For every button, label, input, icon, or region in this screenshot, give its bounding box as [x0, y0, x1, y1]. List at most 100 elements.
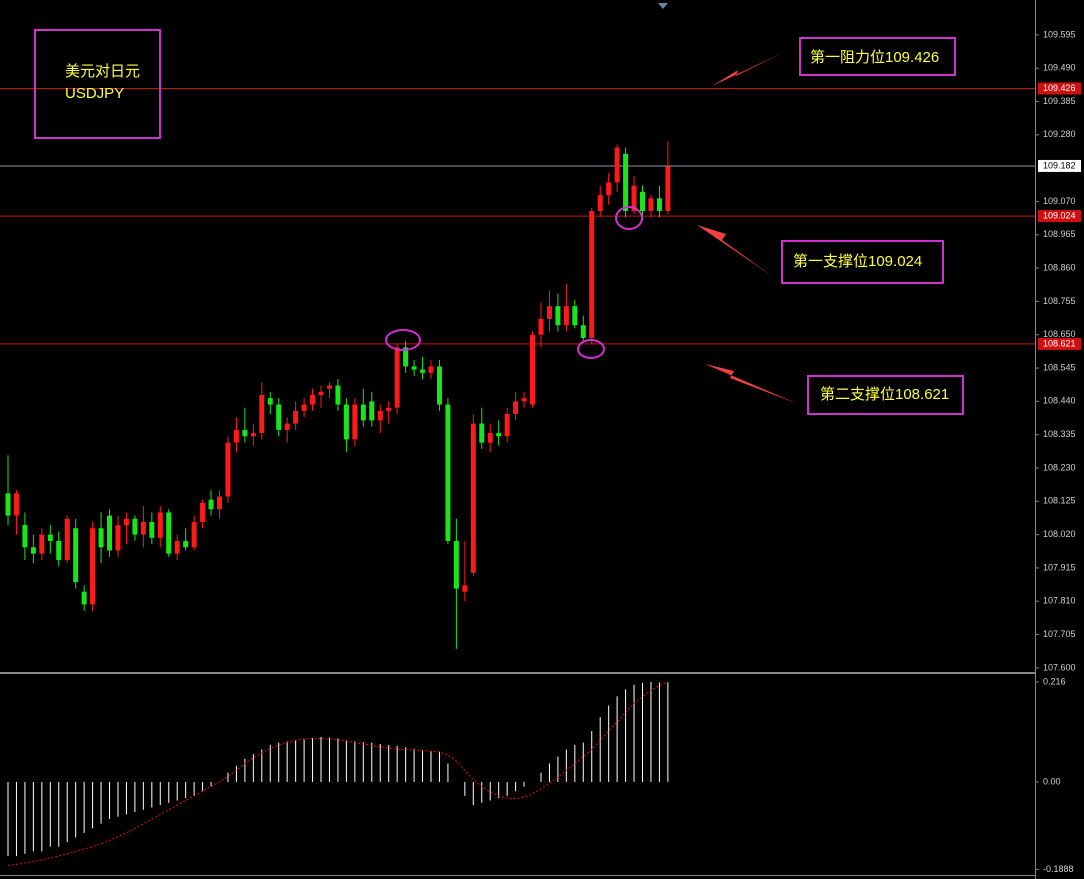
candle-body [530, 334, 536, 405]
candle-body [436, 366, 442, 405]
candle-body [107, 515, 113, 551]
candle-body [149, 521, 155, 538]
y-tick-label: 109.490 [1043, 63, 1076, 73]
candle-body [267, 398, 273, 405]
y-tick-label: 107.600 [1043, 662, 1076, 672]
y-tick-label: 108.230 [1043, 462, 1076, 472]
candle-body [233, 429, 239, 443]
candle-body [326, 385, 332, 389]
candle-body [394, 347, 400, 408]
candle-body [183, 540, 189, 548]
candle-body [445, 404, 451, 541]
level-box [1038, 82, 1081, 95]
candle-body [56, 540, 62, 560]
candle-body [318, 391, 324, 396]
y-tick-label: 107.810 [1043, 596, 1076, 606]
candle-body [90, 528, 96, 605]
candle-body [310, 395, 316, 405]
candle-body [428, 366, 434, 373]
candle-body [217, 496, 222, 510]
arrow [712, 53, 782, 86]
candle-body [343, 404, 349, 440]
candle-body [648, 198, 654, 211]
candle-body [546, 306, 552, 319]
candle-body [73, 528, 79, 583]
y-tick-label: 0.00 [1043, 776, 1061, 786]
candle-body [22, 525, 28, 548]
candle-body [640, 191, 645, 211]
candle-body [623, 153, 629, 211]
candle-body [242, 429, 248, 437]
candle-body [496, 433, 502, 437]
candle-body [614, 147, 620, 183]
candle-body [377, 410, 383, 421]
y-tick-label: 108.755 [1043, 296, 1076, 306]
y-tick-label: 108.440 [1043, 396, 1076, 406]
candle-body [174, 540, 180, 554]
y-tick-label: 108.965 [1043, 229, 1076, 239]
candle-body [479, 423, 485, 443]
y-tick-label: 108.020 [1043, 529, 1076, 539]
arrow [697, 225, 772, 276]
candle-body [580, 325, 586, 338]
candle-body [284, 423, 290, 430]
candle-body [462, 585, 468, 592]
level-label: 109.426 [1043, 83, 1076, 93]
note-box [799, 37, 956, 76]
y-tick-label: 108.335 [1043, 429, 1076, 439]
candle-body [64, 518, 70, 560]
candle-body [200, 502, 206, 522]
candle-body [360, 404, 366, 421]
price-box [1038, 159, 1081, 172]
shift-marker [658, 3, 668, 9]
candle-body [555, 306, 561, 326]
candle-body [572, 306, 578, 326]
candle-body [631, 185, 637, 211]
note-text: 第二支撑位108.621 [820, 385, 949, 403]
highlight-circle [615, 206, 643, 230]
candle-body [13, 493, 19, 516]
candle-body [335, 385, 341, 405]
candle-body [30, 547, 36, 554]
level-label: 109.024 [1043, 210, 1076, 220]
candle-body [656, 198, 662, 211]
candle-body [225, 442, 231, 497]
candle-body [470, 423, 476, 573]
candle-body [47, 534, 53, 541]
candle-body [521, 398, 527, 402]
candle-body [606, 182, 612, 196]
candle-body [166, 512, 172, 554]
candle-body [369, 401, 375, 421]
candle-body [386, 407, 392, 411]
highlight-circle [385, 329, 421, 351]
candle-body [276, 404, 282, 430]
candle-body [191, 521, 197, 548]
level-box [1038, 210, 1081, 223]
candle-body [259, 395, 265, 434]
candle-body [352, 404, 358, 440]
price-label: 109.182 [1043, 160, 1076, 170]
candle-body [597, 195, 603, 211]
y-tick-label: 0.216 [1043, 676, 1066, 686]
level-box [1038, 337, 1081, 350]
y-tick-label: -0.1888 [1043, 864, 1074, 874]
candle-body [140, 521, 146, 535]
candle-body [132, 518, 138, 535]
candle-body [123, 518, 129, 526]
y-tick-label: 109.070 [1043, 196, 1076, 206]
candle-body [208, 499, 214, 510]
note-box [781, 240, 944, 284]
y-tick-label: 109.280 [1043, 129, 1076, 139]
candle-body [115, 525, 121, 551]
candle-body [403, 347, 409, 367]
candle-body [157, 512, 163, 538]
candle-body [504, 414, 510, 437]
level-label: 108.621 [1043, 338, 1076, 348]
macd-panel: 0.216 0.00 -0.1888 [7, 676, 1074, 874]
y-tick-label: 109.595 [1043, 29, 1076, 39]
candle-body [301, 404, 307, 411]
candle-body [81, 591, 87, 605]
candle-body [589, 210, 595, 338]
